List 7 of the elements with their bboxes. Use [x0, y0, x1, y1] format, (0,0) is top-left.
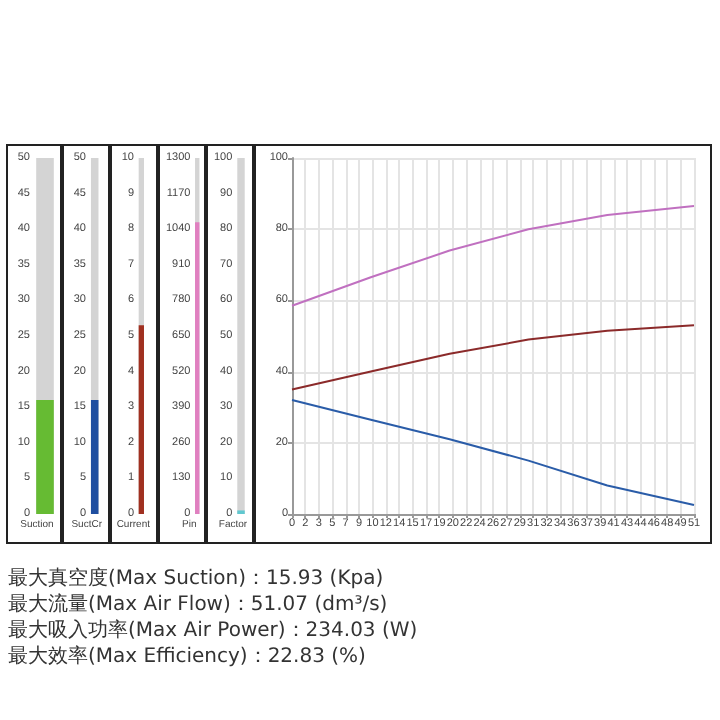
text: 最大真空度(Max Suction)：15.93 (Kpa)	[8, 566, 386, 592]
text: 最大吸入功率(Max Air Power)：234.03 (W)	[8, 618, 420, 644]
line-series	[291, 399, 695, 507]
text: 最大流量(Max Air Flow)：51.07 (dm³/s)	[8, 592, 390, 618]
text: 最大效率(Max Efficiency)：22.83 (%)	[8, 644, 368, 670]
line-series	[291, 324, 695, 391]
line-series	[291, 205, 695, 307]
